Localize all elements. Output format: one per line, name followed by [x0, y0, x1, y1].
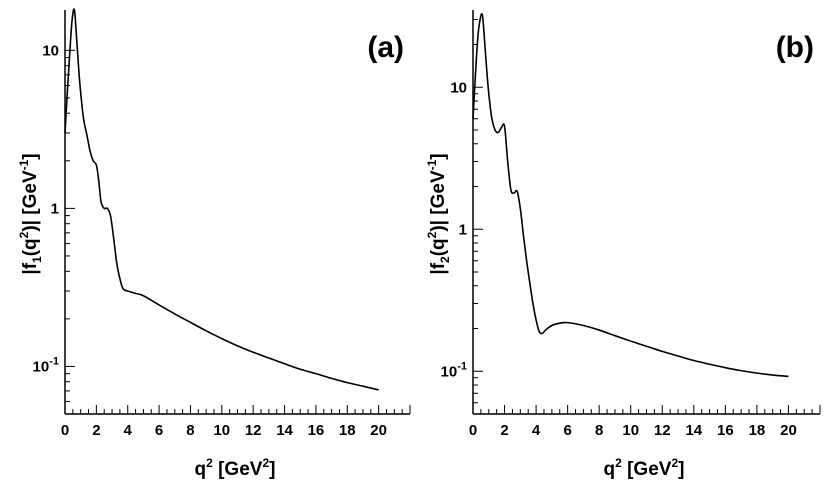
panel-b-lines: [472, 13, 789, 378]
panel-b-x-tick-label: 12: [654, 422, 671, 439]
panel-a-x-tick-label: 2: [92, 422, 100, 439]
panel-a-x-tick-label: 8: [186, 422, 194, 439]
panel-a-x-tick-label: 4: [124, 422, 133, 439]
panel-a-x-tick-label: 10: [213, 422, 230, 439]
panel-b-axes: [472, 10, 820, 415]
panel-a-x-tick-label: 0: [61, 422, 69, 439]
panel-a-y-axis-title: |f1(q2)| [GeV-1]: [17, 153, 44, 274]
panel-a-label: (a): [367, 31, 404, 64]
panel-a-x-axis-title: q2 [GeV2]: [195, 456, 276, 480]
panel-a-ticks: 0 2 4 6 8 10 12 14 16 18 20 10 1 10-1: [33, 42, 411, 439]
panel-a-y-tick-label: 1: [51, 200, 59, 217]
panel-a-axes: [64, 10, 410, 415]
panel-b-label: (b): [776, 31, 814, 64]
panel-b-x-tick-label: 20: [780, 422, 797, 439]
panel-b-x-tick-label: 14: [685, 422, 702, 439]
panel-b-x-tick-label: 2: [500, 422, 508, 439]
panel-a-series-line: [64, 8, 379, 391]
panel-b: 0 2 4 6 8 10 12 14 16 18 20 10 1 10-1 (b) q2 [GeV2] |…: [425, 10, 821, 480]
panel-a-lines: [64, 8, 379, 391]
panel-b-x-tick-label: 18: [749, 422, 766, 439]
panel-b-y-tick-label: 10-1: [441, 360, 467, 380]
panel-a-x-tick-label: 18: [339, 422, 356, 439]
panel-b-y-tick-label: 10: [450, 79, 467, 96]
panel-a-y-tick-label: 10: [42, 42, 59, 59]
panel-a-x-tick-label: 6: [155, 422, 163, 439]
panel-b-series-line: [472, 13, 789, 378]
panel-b-ticks: 0 2 4 6 8 10 12 14 16 18 20 10 1 10-1: [441, 19, 821, 439]
panel-b-x-tick-label: 0: [469, 422, 477, 439]
panel-b-x-axis-title: q2 [GeV2]: [604, 456, 685, 480]
panel-a-y-tick-label: 10-1: [33, 355, 59, 375]
panel-b-x-tick-label: 8: [595, 422, 603, 439]
panel-a-x-tick-label: 16: [308, 422, 325, 439]
panel-a-x-tick-label: 12: [245, 422, 262, 439]
panel-b-x-tick-label: 16: [717, 422, 734, 439]
panel-b-x-tick-label: 4: [532, 422, 541, 439]
panel-a-x-tick-label: 14: [276, 422, 293, 439]
panel-b-y-tick-label: 1: [459, 221, 467, 238]
panel-a-x-tick-label: 20: [370, 422, 387, 439]
panel-b-x-tick-label: 10: [622, 422, 639, 439]
panel-b-y-axis-title: |f2(q2)| [GeV-1]: [425, 153, 452, 274]
panel-b-x-tick-label: 6: [563, 422, 571, 439]
panel-a: 0 2 4 6 8 10 12 14 16 18 20 10 1 10-1 (a) q2 [GeV2] |…: [17, 8, 411, 480]
